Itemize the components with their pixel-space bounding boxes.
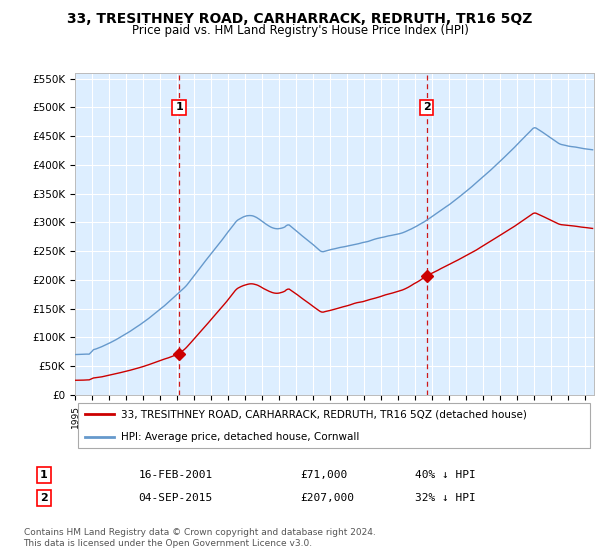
Text: 16-FEB-2001: 16-FEB-2001 (139, 470, 213, 480)
Text: 1: 1 (40, 470, 47, 480)
Text: 33, TRESITHNEY ROAD, CARHARRACK, REDRUTH, TR16 5QZ (detached house): 33, TRESITHNEY ROAD, CARHARRACK, REDRUTH… (121, 409, 527, 419)
Text: Contains HM Land Registry data © Crown copyright and database right 2024.
This d: Contains HM Land Registry data © Crown c… (23, 529, 375, 548)
Text: 04-SEP-2015: 04-SEP-2015 (139, 493, 213, 503)
Text: 2: 2 (423, 102, 431, 113)
Text: £71,000: £71,000 (300, 470, 347, 480)
Text: HPI: Average price, detached house, Cornwall: HPI: Average price, detached house, Corn… (121, 432, 359, 442)
Text: 32% ↓ HPI: 32% ↓ HPI (415, 493, 476, 503)
Text: Price paid vs. HM Land Registry's House Price Index (HPI): Price paid vs. HM Land Registry's House … (131, 24, 469, 36)
Text: 40% ↓ HPI: 40% ↓ HPI (415, 470, 476, 480)
Text: 1: 1 (175, 102, 183, 113)
Text: £207,000: £207,000 (300, 493, 354, 503)
Text: 2: 2 (40, 493, 47, 503)
FancyBboxPatch shape (77, 403, 590, 448)
Text: 33, TRESITHNEY ROAD, CARHARRACK, REDRUTH, TR16 5QZ: 33, TRESITHNEY ROAD, CARHARRACK, REDRUTH… (67, 12, 533, 26)
